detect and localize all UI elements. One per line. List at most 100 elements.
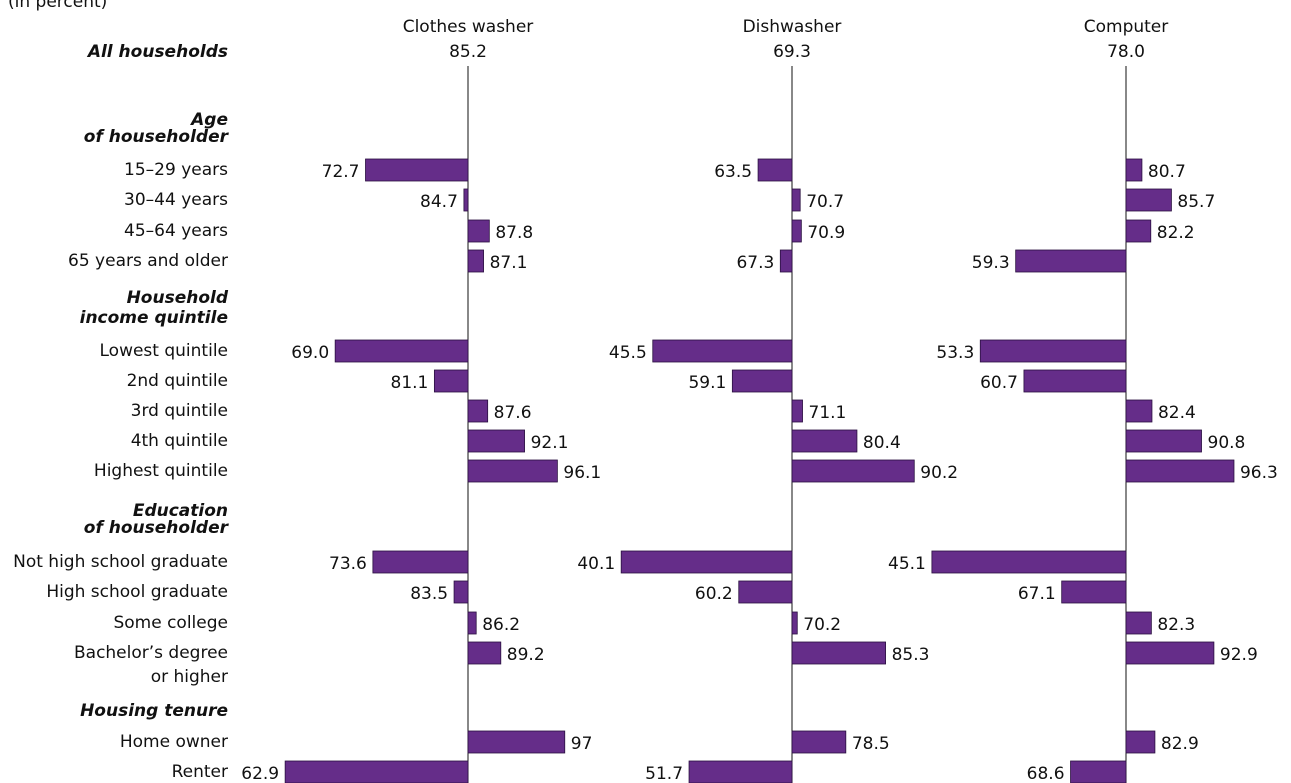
- bar: [1125, 730, 1156, 754]
- group-title: Education: [133, 501, 228, 521]
- value-label: 40.1: [577, 554, 615, 574]
- value-label: 63.5: [714, 162, 752, 182]
- group-title: of householder: [84, 127, 230, 147]
- bar: [652, 339, 793, 363]
- bar: [463, 188, 469, 212]
- bar: [1125, 399, 1153, 423]
- value-label: 87.8: [495, 223, 533, 243]
- bar: [1023, 369, 1127, 393]
- category-label: Not high school graduate: [13, 552, 228, 572]
- bar: [467, 611, 477, 635]
- all-households-label: All households: [86, 42, 228, 62]
- subtitle: (in percent): [8, 0, 107, 12]
- value-label: 82.3: [1157, 615, 1195, 635]
- value-label: 89.2: [507, 645, 545, 665]
- category-label: 3rd quintile: [131, 401, 228, 421]
- category-label: or higher: [151, 667, 228, 687]
- category-label: Bachelor’s degree: [74, 643, 228, 663]
- bar: [433, 369, 469, 393]
- category-label: Home owner: [120, 732, 228, 752]
- bar: [791, 429, 858, 453]
- value-label: 53.3: [936, 343, 974, 363]
- bar: [453, 580, 469, 604]
- bar: [791, 459, 915, 483]
- bar: [372, 550, 469, 574]
- bar: [1125, 429, 1202, 453]
- value-label: 90.2: [920, 463, 958, 483]
- value-label: 85.7: [1177, 192, 1215, 212]
- bar: [1125, 188, 1172, 212]
- value-label: 87.6: [494, 403, 532, 423]
- value-label: 69.0: [291, 343, 329, 363]
- group-title: of householder: [84, 518, 230, 538]
- value-label: 71.1: [809, 403, 847, 423]
- bar: [1061, 580, 1127, 604]
- bar: [757, 158, 793, 182]
- value-label: 73.6: [329, 554, 367, 574]
- bar: [791, 641, 886, 665]
- bar: [467, 429, 525, 453]
- bar: [467, 730, 566, 754]
- value-label: 92.9: [1220, 645, 1258, 665]
- category-label: 45–64 years: [124, 221, 228, 241]
- category-label: High school graduate: [46, 582, 228, 602]
- value-label: 60.7: [980, 373, 1018, 393]
- category-label: Renter: [172, 762, 228, 782]
- value-label: 96.3: [1240, 463, 1278, 483]
- bar: [284, 760, 469, 783]
- group-title: income quintile: [80, 308, 228, 328]
- value-label: 62.9: [241, 764, 279, 783]
- bar: [791, 611, 798, 635]
- category-label: 2nd quintile: [127, 371, 228, 391]
- bar: [979, 339, 1127, 363]
- group-title: Household: [127, 288, 229, 308]
- value-label: 70.2: [803, 615, 841, 635]
- value-label: 80.7: [1148, 162, 1186, 182]
- value-label: 45.1: [888, 554, 926, 574]
- bar: [365, 158, 469, 182]
- bar: [467, 249, 484, 273]
- series-name: Computer: [1084, 17, 1169, 37]
- value-label: 70.9: [807, 223, 845, 243]
- bar: [620, 550, 793, 574]
- value-label: 92.1: [531, 433, 569, 453]
- value-label: 67.1: [1018, 584, 1056, 604]
- bar: [738, 580, 793, 604]
- category-label: 15–29 years: [124, 160, 228, 180]
- value-label: 84.7: [420, 192, 458, 212]
- bar: [1125, 158, 1143, 182]
- value-label: 60.2: [695, 584, 733, 604]
- category-label: 65 years and older: [68, 251, 228, 271]
- value-label: 59.1: [688, 373, 726, 393]
- value-label: 96.1: [563, 463, 601, 483]
- bar: [467, 219, 490, 243]
- bar: [334, 339, 469, 363]
- value-label: 80.4: [863, 433, 901, 453]
- bar: [791, 219, 802, 243]
- bar: [731, 369, 793, 393]
- bar: [779, 249, 793, 273]
- value-label: 67.3: [736, 253, 774, 273]
- value-label: 82.9: [1161, 734, 1199, 754]
- category-label: 4th quintile: [131, 431, 228, 451]
- value-label: 81.1: [391, 373, 429, 393]
- value-label: 86.2: [482, 615, 520, 635]
- category-label: Some college: [113, 613, 228, 633]
- value-label: 83.5: [410, 584, 448, 604]
- value-label: 90.8: [1208, 433, 1246, 453]
- group-title: Housing tenure: [80, 701, 228, 721]
- value-label: 51.7: [645, 764, 683, 783]
- value-label: 78.5: [852, 734, 890, 754]
- bar: [1015, 249, 1127, 273]
- baseline-label: 69.3: [773, 42, 811, 62]
- baseline-label: 78.0: [1107, 42, 1145, 62]
- series-name: Clothes washer: [403, 17, 534, 37]
- value-label: 68.6: [1027, 764, 1065, 783]
- category-label: 30–44 years: [124, 190, 228, 210]
- bar: [1125, 641, 1215, 665]
- value-label: 70.7: [806, 192, 844, 212]
- category-label: Lowest quintile: [100, 341, 229, 361]
- bar: [791, 399, 803, 423]
- value-label: 82.4: [1158, 403, 1196, 423]
